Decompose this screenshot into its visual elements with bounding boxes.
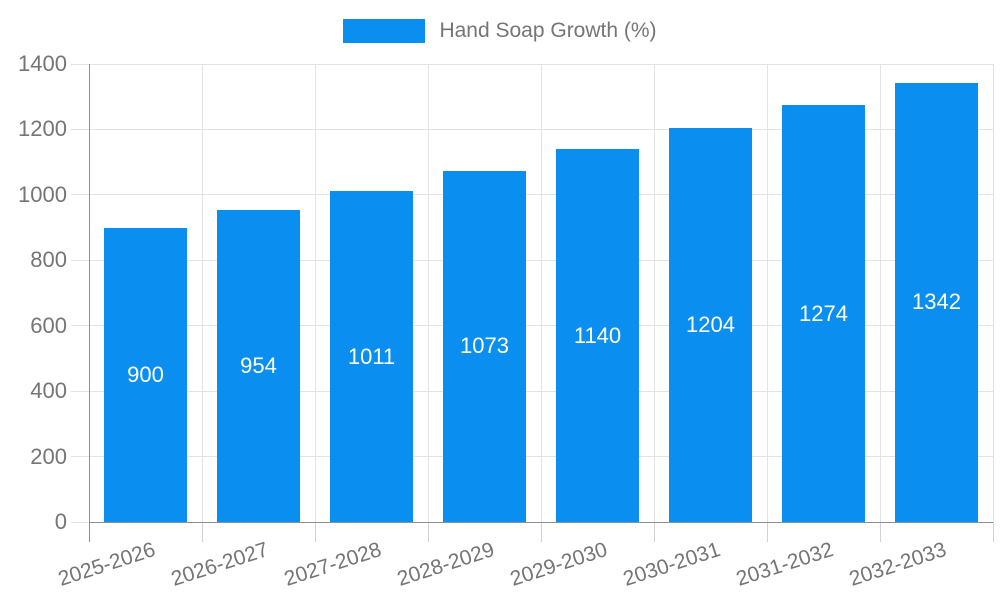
h-gridline <box>71 63 993 65</box>
plot-area: 900 954 1011 1073 1140 1204 1274 1342 <box>71 63 994 542</box>
legend[interactable]: Hand Soap Growth (%) <box>0 19 1000 43</box>
bar-value-label: 1342 <box>912 289 961 315</box>
bar[interactable]: 1204 <box>669 128 752 522</box>
y-tick-label: 1200 <box>18 116 67 142</box>
y-tick-label: 1000 <box>18 181 67 207</box>
y-tick-label: 800 <box>30 247 67 273</box>
bar-value-label: 1073 <box>460 333 509 359</box>
h-gridline <box>71 456 993 458</box>
bar[interactable]: 1011 <box>330 191 413 522</box>
bar[interactable]: 1073 <box>443 170 526 522</box>
x-tick <box>879 522 881 542</box>
h-gridline <box>71 325 993 327</box>
y-tick-label: 1400 <box>18 51 67 76</box>
bar-value-label: 1011 <box>347 343 396 369</box>
bar-value-label: 1140 <box>573 322 622 348</box>
v-gridline <box>653 64 655 522</box>
v-gridline <box>201 64 203 522</box>
h-gridline <box>71 390 993 392</box>
x-tick <box>992 522 994 542</box>
y-tick-label: 0 <box>54 509 67 534</box>
v-gridline <box>540 64 542 522</box>
bar[interactable]: 954 <box>217 209 300 522</box>
x-tick <box>766 522 768 542</box>
x-tick <box>201 522 203 542</box>
bar-value-label: 1204 <box>686 312 735 338</box>
y-tick-label: 400 <box>30 378 67 404</box>
h-gridline <box>71 259 993 261</box>
bar[interactable]: 1140 <box>556 149 639 522</box>
v-gridline <box>427 64 429 522</box>
legend-label: Hand Soap Growth (%) <box>439 19 657 42</box>
bar[interactable]: 900 <box>104 227 187 522</box>
y-tick-label: 600 <box>30 312 67 338</box>
x-tick <box>653 522 655 542</box>
x-tick <box>314 522 316 542</box>
bar[interactable]: 1342 <box>895 82 978 522</box>
v-gridline <box>766 64 768 522</box>
v-gridline <box>992 64 994 522</box>
v-gridline <box>879 64 881 522</box>
v-gridline <box>314 64 316 522</box>
bar-value-label: 954 <box>240 352 277 378</box>
y-axis-line <box>89 64 90 542</box>
bar-value-label: 1274 <box>799 300 848 326</box>
h-gridline <box>71 194 993 196</box>
x-tick <box>540 522 542 542</box>
y-tick-label: 200 <box>30 443 67 469</box>
x-axis-line <box>89 522 993 523</box>
bar-value-label: 900 <box>127 361 164 387</box>
x-tick <box>427 522 429 542</box>
y-tick <box>71 521 89 523</box>
h-gridline <box>71 128 993 130</box>
bar[interactable]: 1274 <box>782 105 865 522</box>
legend-swatch-icon <box>343 19 426 43</box>
